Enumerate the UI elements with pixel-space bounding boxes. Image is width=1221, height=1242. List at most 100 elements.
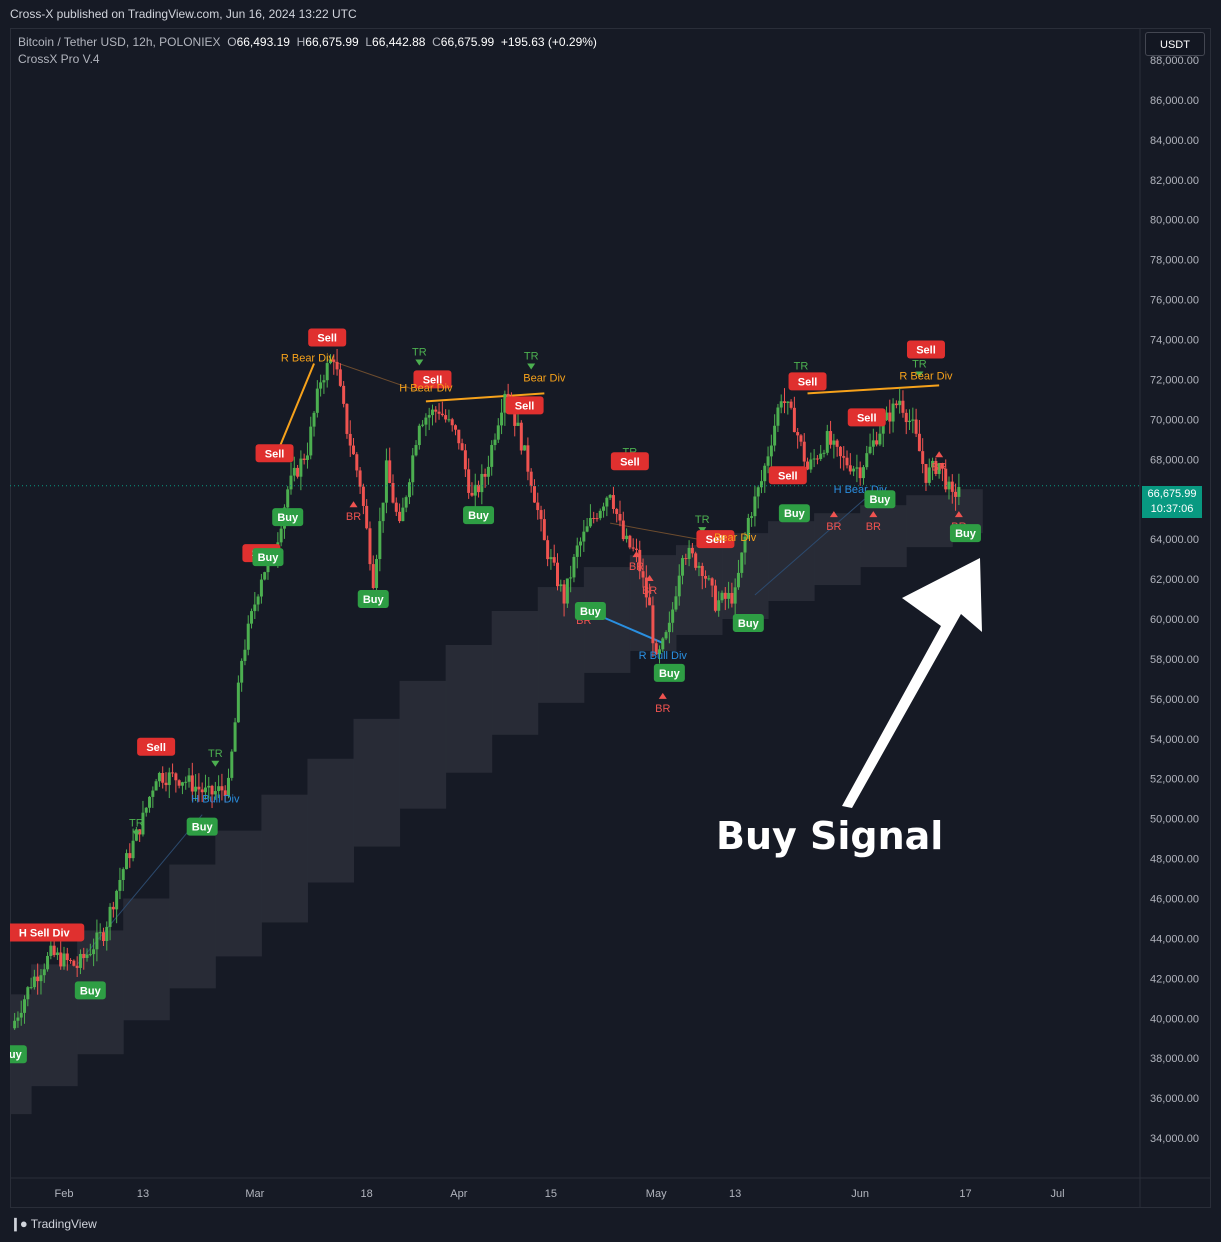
candle-up [516,422,520,426]
candle-up [203,787,207,793]
legend-high-label: H [296,35,306,49]
candle-up [417,425,421,446]
buy-label: Buy [784,508,806,520]
candle-up [148,796,152,808]
candle-up [230,751,234,778]
candle-down [371,564,375,588]
time-tick-label: Jul [1051,1188,1065,1200]
sell-label: Sell [515,400,535,412]
divergence-line [807,384,940,395]
candle-down [391,482,395,503]
buy-signal-annotation: Buy Signal [716,814,944,858]
candle-up [213,791,217,795]
candle-down [924,464,928,483]
sell-label-bg [696,530,735,549]
candle-up [78,953,82,968]
candle-up [154,781,158,791]
candle-up [381,502,385,522]
candle-up [898,400,902,406]
tradingview-logo[interactable]: ❙● TradingView [10,1216,97,1232]
candle-down [161,772,165,783]
candle-up [602,506,606,511]
candle-up [105,926,109,941]
buy-label-bg [186,817,218,836]
buy-label-bg [732,613,764,632]
price-tick-label: 74,000.00 [1150,335,1199,347]
legend-indicator[interactable]: CrossX Pro V.4 [18,52,100,66]
buy-label: Buy [10,1049,23,1061]
candle-down [829,431,833,445]
divergence-line [754,496,868,596]
candle-up [180,782,184,786]
buy-label-bg [74,981,106,1000]
candle-up [480,473,484,493]
price-tick-label: 78,000.00 [1150,255,1199,267]
time-tick-label: Apr [450,1188,467,1200]
candle-up [657,649,661,655]
buy-label: Buy [955,528,977,540]
candle-up [911,419,915,421]
tr-label: TR [912,358,927,370]
buy-label: Buy [258,552,280,564]
candle-down [684,558,688,560]
currency-button[interactable]: USDT [1145,32,1205,56]
candle-down [713,585,717,611]
candle-up [312,412,316,427]
candle-down [796,432,800,436]
candle-up [85,954,89,958]
candle-up [328,359,332,364]
candle-up [809,459,813,470]
candle-down [302,458,306,460]
candle-up [549,557,553,560]
candle-down [700,565,704,577]
candle-up [746,517,750,537]
candle-up [743,536,747,553]
candle-up [500,412,504,426]
buy-label: Buy [580,606,602,618]
tr-label: TR [208,748,223,760]
candle-up [131,840,135,859]
candle-up [259,579,263,597]
cloud-step [261,794,308,923]
candle-up [720,592,724,601]
annotation-arrow [842,558,982,808]
candle-up [404,497,408,508]
support-cloud [10,489,983,1115]
candle-down [394,502,398,512]
price-tick-label: 52,000.00 [1150,774,1199,786]
candle-up [523,445,527,451]
candle-up [707,578,711,580]
buy-label-bg [252,548,284,567]
sell-label-bg [768,466,807,485]
price-chart[interactable]: Buy H Sell Div Buy TR Sell Buy H Bull Div TR Sel… [10,28,1211,1208]
candle-up [384,460,388,503]
candle-up [263,572,267,580]
candle-up [674,596,678,610]
candle-up [819,453,823,460]
candle-down [440,413,444,416]
price-tick-label: 76,000.00 [1150,295,1199,307]
price-tick-label: 82,000.00 [1150,175,1199,187]
candle-up [246,623,250,650]
candle-down [210,785,214,795]
price-tick-label: 42,000.00 [1150,973,1199,985]
candle-down [398,511,402,522]
candle-up [852,468,856,472]
tradingview-brand: TradingView [30,1217,97,1231]
candle-up [569,577,573,579]
candle-up [256,596,260,605]
price-tick-label: 60,000.00 [1150,614,1199,626]
legend-low-label: L [365,35,373,49]
price-tick-label: 36,000.00 [1150,1093,1199,1105]
candle-up [779,401,783,408]
candle-down [542,519,546,541]
candle-up [32,976,36,988]
candle-down [177,780,181,786]
price-tick-label: 54,000.00 [1150,734,1199,746]
price-tick-label: 58,000.00 [1150,654,1199,666]
candle-up [414,445,418,456]
candle-up [559,584,563,587]
candle-up [947,481,951,490]
candle-down [348,433,352,446]
sell-label-bg [308,328,347,347]
